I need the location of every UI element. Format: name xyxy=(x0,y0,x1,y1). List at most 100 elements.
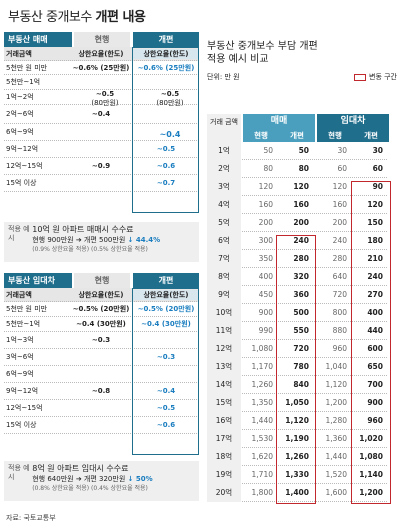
sale-new-cell: 550 xyxy=(293,326,309,335)
rent-new-cell: 30 xyxy=(372,146,383,155)
amount-cell: 5억 xyxy=(207,213,241,232)
rent-current-cell: 1,520 xyxy=(325,470,347,479)
rent-current-cell: 880 xyxy=(332,326,347,335)
sale-row: 9억~12억 ~0.5 xyxy=(4,141,199,158)
comparison-row: 16억 1,440 1,120 1,280 960 xyxy=(207,411,387,430)
sale-fee-table: 부동산 매매 현행 개편 거래금액 상한요율(한도) 상한요율(한도) 5천만 … xyxy=(4,32,199,192)
rent-current-cell: 1,440 xyxy=(325,452,347,461)
sale-new-cell: 200 xyxy=(293,218,309,227)
comparison-row: 9억 450 360 720 270 xyxy=(207,285,387,304)
rent-new-cell: 1,200 xyxy=(359,488,383,497)
sale-current-cell: 1,620 xyxy=(251,452,273,461)
rent-new-cell: 270 xyxy=(367,290,383,299)
comparison-row: 3억 120 120 120 90 xyxy=(207,177,387,196)
sale-row: 5천만~1억 xyxy=(4,75,199,90)
rent-new-cell: 400 xyxy=(367,308,383,317)
rent-current-cell: 240 xyxy=(332,236,347,245)
amount-cell: 7억 xyxy=(207,249,241,268)
sale-new-cell: 720 xyxy=(293,344,309,353)
amount-cell: 16억 xyxy=(207,411,241,430)
rent-current-cell: 1,600 xyxy=(325,488,347,497)
rent-current-cell: 120 xyxy=(332,182,347,191)
rent-new-header: 개편 xyxy=(133,273,199,288)
amount-cell: 20억 xyxy=(207,483,241,502)
rent-current-cell: 960 xyxy=(332,344,347,353)
comparison-row: 10억 900 500 800 400 xyxy=(207,303,387,322)
rent-new-cell: 120 xyxy=(367,200,383,209)
comparison-row: 13억 1,170 780 1,040 650 xyxy=(207,357,387,376)
sale-current-cell: 300 xyxy=(258,236,273,245)
amount-cell: 10억 xyxy=(207,303,241,322)
sale-new-cell: 1,190 xyxy=(285,434,309,443)
amount-cell: 19억 xyxy=(207,465,241,484)
rent-new-cell: 180 xyxy=(367,236,383,245)
amount-cell: 14억 xyxy=(207,375,241,394)
comparison-row: 18억 1,620 1,260 1,440 1,080 xyxy=(207,447,387,466)
sale-row: 1억~2억 xyxy=(4,90,199,105)
sale-new-column-frame xyxy=(132,47,199,213)
rent-current-cell: 720 xyxy=(332,290,347,299)
amount-cell: 11억 xyxy=(207,321,241,340)
sale-new-cell: 1,260 xyxy=(285,452,309,461)
comparison-table: 거래 금액 매매 임대차 현행 개편 현행 개편 1억 50 50 30 30 2억 80 80 6… xyxy=(207,114,389,502)
comparison-row: 19억 1,710 1,330 1,520 1,140 xyxy=(207,465,387,484)
amount-cell: 13억 xyxy=(207,357,241,376)
rent-current-header: 현행 xyxy=(74,273,130,288)
sale-new-cell: 1,330 xyxy=(285,470,309,479)
sale-new-cell: 320 xyxy=(293,272,309,281)
comparison-row: 15억 1,350 1,050 1,200 900 xyxy=(207,393,387,412)
legend-box-icon xyxy=(354,73,366,81)
comparison-row: 20억 1,800 1,400 1,600 1,200 xyxy=(207,483,387,502)
rent-new-cell: 240 xyxy=(367,272,383,281)
sale-new-cell: 500 xyxy=(293,308,309,317)
sale-current-cell: 50 xyxy=(263,146,273,155)
sale-tag: 부동산 매매 xyxy=(4,32,72,47)
rent-new-cell: 60 xyxy=(372,164,383,173)
amount-cell: 17억 xyxy=(207,429,241,448)
sale-current-cell: 120 xyxy=(258,182,273,191)
rent-current-cell: 30 xyxy=(337,146,347,155)
sale-current-cell: 1,440 xyxy=(251,416,273,425)
sale-row: 2억~6억 ~0.4 xyxy=(4,105,199,124)
comparison-header: 부동산 중개보수 부담 개편 적용 예시 비교 단위: 만 원 변동 구간 xyxy=(207,41,397,81)
rent-example: 적용 예시 8억 원 아파트 임대시 수수료 현행 640만원 ➔ 개편 320… xyxy=(4,461,199,501)
sale-current-cell: 990 xyxy=(258,326,273,335)
rent-new-cell: 650 xyxy=(367,362,383,371)
sale-new-merged-2: ~0.4 xyxy=(159,130,181,139)
rent-group-header: 임대차 xyxy=(317,114,389,129)
rent-change-highlight xyxy=(351,181,391,504)
comparison-row: 11억 990 550 880 440 xyxy=(207,321,387,340)
sale-new-cell: 240 xyxy=(293,236,309,245)
rent-new-cell: 1,020 xyxy=(359,434,383,443)
unit-label: 단위: 만 원 xyxy=(207,73,240,81)
source-note: 자료: 국토교통부 xyxy=(6,514,56,522)
sale-new-cell: 360 xyxy=(293,290,309,299)
sale-new-cell: 160 xyxy=(293,200,309,209)
rent-current-cell: 1,280 xyxy=(325,416,347,425)
rent-tag: 부동산 임대차 xyxy=(4,273,72,288)
comparison-row: 5억 200 200 200 150 xyxy=(207,213,387,232)
rent-current-cell: 160 xyxy=(332,200,347,209)
sale-current-cell: 450 xyxy=(258,290,273,299)
sale-current-cell: 1,710 xyxy=(251,470,273,479)
comparison-row: 7억 350 280 280 210 xyxy=(207,249,387,268)
rent-current-cell: 60 xyxy=(337,164,347,173)
sale-current-cell: 350 xyxy=(258,254,273,263)
rent-new-cell: 600 xyxy=(367,344,383,353)
amount-cell: 2억 xyxy=(207,159,241,178)
sale-current-cell: 160 xyxy=(258,200,273,209)
sale-new-cell: 120 xyxy=(293,182,309,191)
sale-current-cell: 80 xyxy=(263,164,273,173)
amount-cell: 15억 xyxy=(207,393,241,412)
sale-row: 15억 이상 ~0.7 xyxy=(4,175,199,192)
sale-current-cell: 1,080 xyxy=(251,344,273,353)
comparison-row: 12억 1,080 720 960 600 xyxy=(207,339,387,358)
rent-current-cell: 640 xyxy=(332,272,347,281)
comparison-row: 4억 160 160 160 120 xyxy=(207,195,387,214)
sale-row: 6억~9억 xyxy=(4,124,199,141)
rent-row: 15억 이상 ~0.6 xyxy=(4,417,199,434)
rent-current-cell: 800 xyxy=(332,308,347,317)
rent-current-cell: 1,200 xyxy=(325,398,347,407)
rent-new-cell: 440 xyxy=(367,326,383,335)
sale-current-cell: 400 xyxy=(258,272,273,281)
